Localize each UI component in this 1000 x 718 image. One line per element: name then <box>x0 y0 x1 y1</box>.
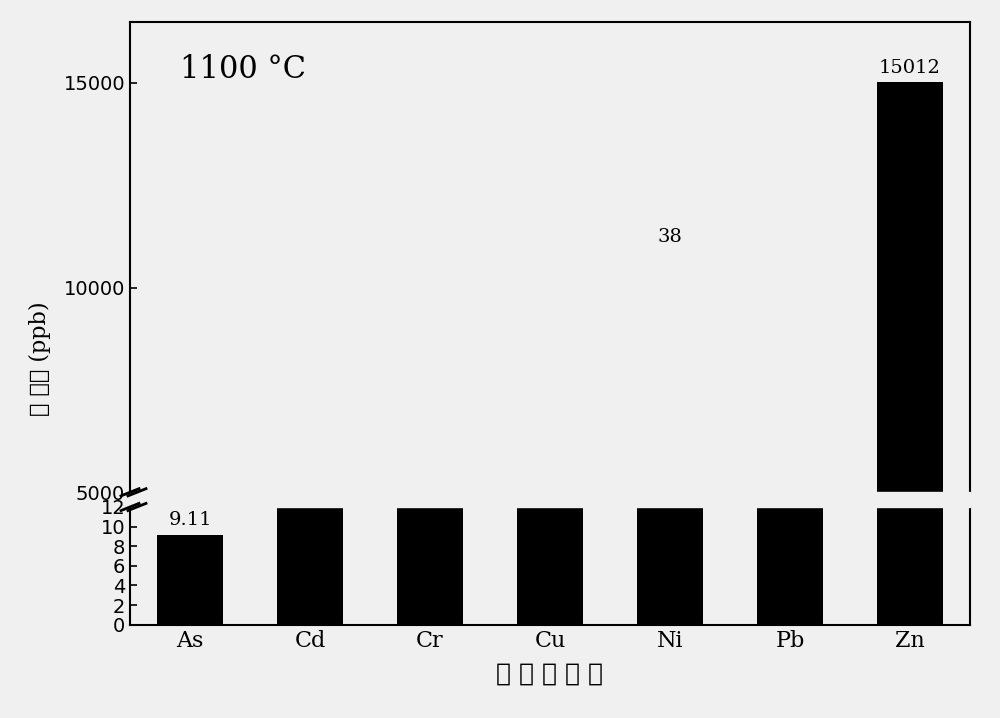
Text: 9.11: 9.11 <box>168 511 212 529</box>
Bar <box>517 648 583 697</box>
Bar <box>157 536 223 625</box>
Bar <box>277 0 343 625</box>
Bar <box>757 582 823 697</box>
Bar <box>397 645 463 697</box>
Bar <box>877 0 943 625</box>
Bar <box>517 0 583 625</box>
Text: 15012: 15012 <box>879 59 941 77</box>
Bar <box>637 252 703 625</box>
Bar <box>397 0 463 625</box>
Bar <box>277 667 343 697</box>
Text: 1100 °C: 1100 °C <box>180 55 306 85</box>
Text: 浸 出量 (ppb): 浸 出量 (ppb) <box>29 302 51 416</box>
Bar <box>637 695 703 697</box>
X-axis label: 重 金 属 元 素: 重 金 属 元 素 <box>496 663 604 686</box>
Bar <box>757 0 823 625</box>
Text: 38: 38 <box>658 228 682 246</box>
Bar <box>877 83 943 697</box>
